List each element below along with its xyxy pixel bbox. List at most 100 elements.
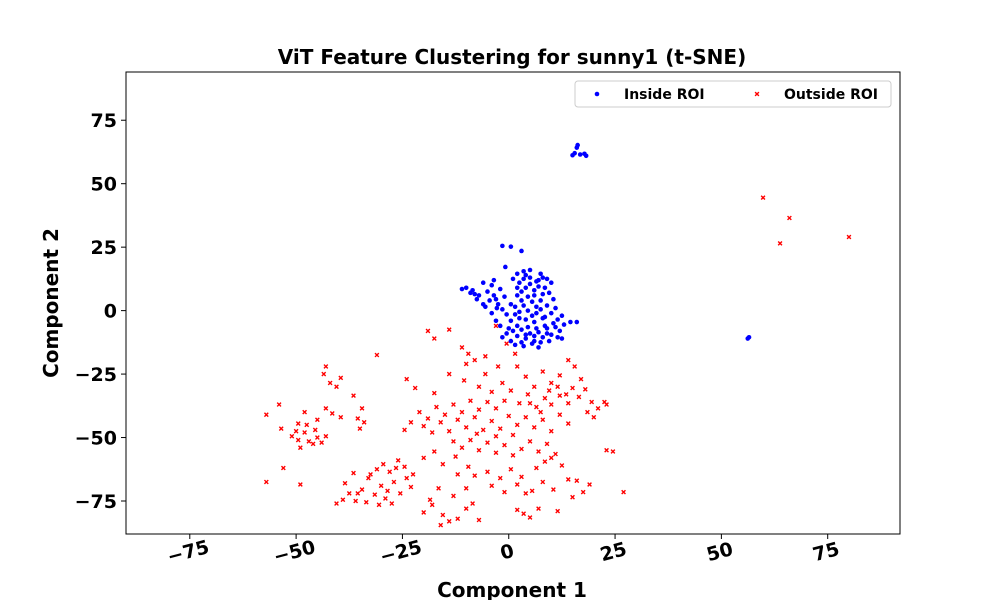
data-point [404,376,410,382]
data-point [359,405,365,411]
legend-label: Inside ROI [624,87,705,103]
data-point [506,326,512,331]
data-point [451,402,456,407]
data-point [529,488,535,494]
data-point [527,275,533,280]
data-point [531,293,537,298]
data-point [391,479,397,485]
data-point [493,318,499,324]
data-point [278,426,284,432]
data-point [533,404,539,410]
data-point [508,338,514,344]
data-point [527,281,533,287]
legend-label: Outside ROI [784,87,878,103]
data-point [561,322,567,327]
data-point [576,394,582,400]
data-point [446,428,452,434]
data-point [440,461,446,467]
data-point [295,437,301,443]
data-point [429,430,435,435]
data-point [531,333,537,339]
data-point [499,380,505,386]
data-point [334,384,339,390]
data-point [548,332,554,338]
data-point [425,328,431,334]
data-point [459,445,465,451]
data-point [527,400,533,406]
data-point [536,345,541,350]
data-point [459,409,465,415]
data-point [487,298,492,303]
data-point [451,493,456,499]
x-tick-label: −75 [165,536,212,568]
data-point [517,315,522,321]
data-point [374,466,380,472]
data-point [472,291,478,297]
chart-title: ViT Feature Clustering for sunny1 (t-SNE… [278,45,746,69]
data-point [361,419,367,425]
data-point [521,511,527,517]
data-point [533,465,539,471]
data-point [538,271,543,277]
data-point [787,215,792,221]
data-point [574,478,580,484]
data-point [402,464,407,470]
data-point [521,343,526,349]
data-point [540,417,546,423]
data-point [465,464,471,470]
data-point [510,432,516,438]
data-point [323,433,329,439]
data-point [512,351,518,357]
data-point [500,243,505,249]
data-point [427,497,433,503]
data-point [514,323,520,329]
data-point [425,416,431,421]
data-point [519,340,524,345]
data-point [525,391,531,397]
data-point [455,471,461,477]
data-point [408,419,414,425]
data-point [540,291,546,297]
data-point [540,479,546,485]
data-point [777,240,783,246]
data-point [489,483,495,489]
data-point [846,234,852,240]
data-point [306,438,312,444]
data-point [553,451,558,457]
data-point [534,279,539,284]
data-point [542,285,548,291]
data-point [408,484,414,490]
legend-marker-outside-roi [754,91,760,97]
data-point [544,441,550,447]
data-point [508,244,514,249]
data-point [263,479,269,485]
data-point [310,441,316,447]
data-point [508,318,514,324]
data-point [574,319,580,325]
data-point [555,384,561,390]
data-point [289,433,295,439]
data-point [357,426,363,432]
data-point [502,294,507,299]
data-point [463,506,469,512]
data-point [538,409,544,415]
data-point [491,277,497,283]
data-point [529,299,535,305]
data-point [542,459,548,465]
x-axis: −75 −50 −25 0 25 50 75 [165,534,842,568]
data-point [485,440,490,446]
data-point [568,319,573,325]
data-point [527,267,533,273]
data-point [540,315,546,321]
data-point [604,402,609,407]
data-point [463,424,469,430]
legend-marker-inside-roi [594,91,600,97]
data-point [559,463,565,468]
data-point [295,421,301,426]
data-point [338,414,344,420]
data-point [459,286,465,292]
data-point [472,357,478,363]
data-point [523,490,529,496]
data-point [517,309,522,315]
data-point [455,417,461,423]
